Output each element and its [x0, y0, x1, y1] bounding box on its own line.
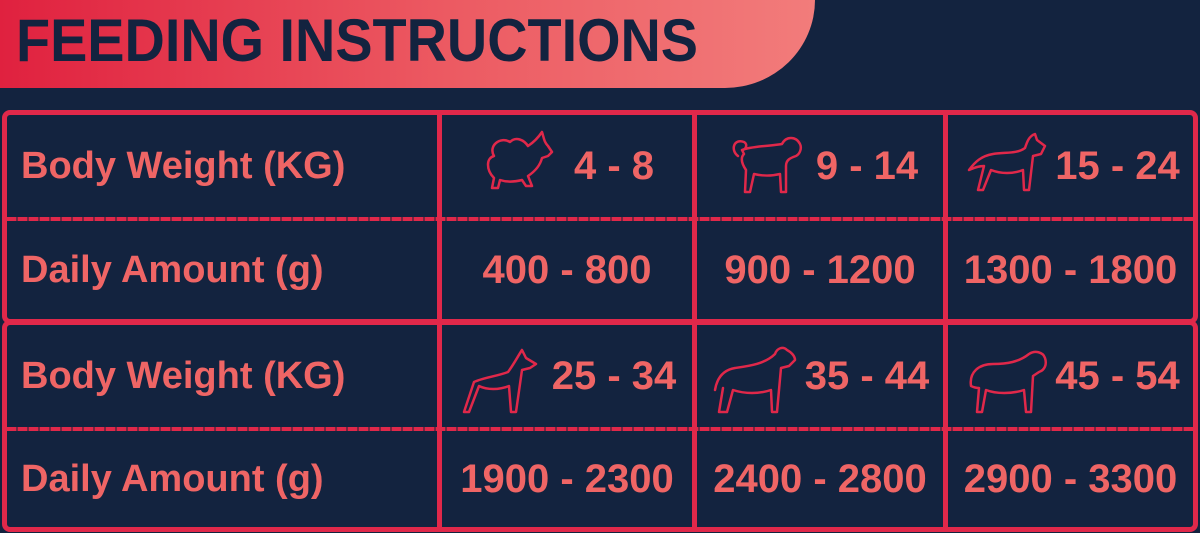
pug-icon	[732, 136, 802, 194]
amount-cell: 2400 - 2800	[692, 431, 943, 527]
weight-cell: 35 - 44	[692, 325, 943, 427]
amount-cell: 1300 - 1800	[943, 221, 1193, 319]
dashed-divider	[7, 217, 1193, 221]
weight-value: 25 - 34	[551, 353, 677, 398]
pomeranian-icon	[486, 130, 554, 190]
weight-cell: 25 - 34	[437, 325, 692, 427]
weight-value: 45 - 54	[1055, 353, 1180, 398]
weight-row: Body Weight (KG) 25 - 34 35 - 44 45 - 54	[7, 325, 1193, 427]
title-banner: FEEDING INSTRUCTIONS	[0, 0, 815, 88]
amount-cell: 900 - 1200	[692, 221, 943, 319]
weight-cell: 45 - 54	[943, 325, 1193, 427]
feeding-table-block-2: Body Weight (KG) 25 - 34 35 - 44 45 - 54…	[2, 320, 1198, 532]
weight-cell: 9 - 14	[692, 115, 943, 217]
row-label: Daily Amount (g)	[21, 248, 324, 291]
weight-value: 4 - 8	[573, 143, 655, 188]
dashed-divider	[7, 427, 1193, 431]
amount-cell: 2900 - 3300	[943, 431, 1193, 527]
weight-cell: 4 - 8	[437, 115, 692, 217]
weight-value: 15 - 24	[1055, 143, 1180, 188]
feeding-table-block-1: Body Weight (KG) 4 - 8 9 - 14 15 - 24 Da…	[2, 110, 1198, 324]
weight-value: 35 - 44	[804, 353, 930, 398]
amount-row: Daily Amount (g) 400 - 800 900 - 1200 13…	[7, 221, 1193, 319]
doberman-icon	[462, 348, 537, 414]
weight-cell: 15 - 24	[943, 115, 1193, 217]
rottweiler-icon	[713, 346, 796, 414]
weight-row: Body Weight (KG) 4 - 8 9 - 14 15 - 24	[7, 115, 1193, 217]
row-label: Body Weight (KG)	[21, 354, 346, 397]
amount-cell: 1900 - 2300	[437, 431, 692, 527]
weight-value: 9 - 14	[815, 143, 919, 188]
page-title: FEEDING INSTRUCTIONS	[16, 7, 699, 74]
bulldog-icon	[967, 132, 1047, 192]
row-label: Body Weight (KG)	[21, 144, 346, 187]
amount-cell: 400 - 800	[437, 221, 692, 319]
row-label: Daily Amount (g)	[21, 457, 324, 500]
mastiff-icon	[969, 350, 1048, 414]
amount-row: Daily Amount (g) 1900 - 2300 2400 - 2800…	[7, 431, 1193, 527]
